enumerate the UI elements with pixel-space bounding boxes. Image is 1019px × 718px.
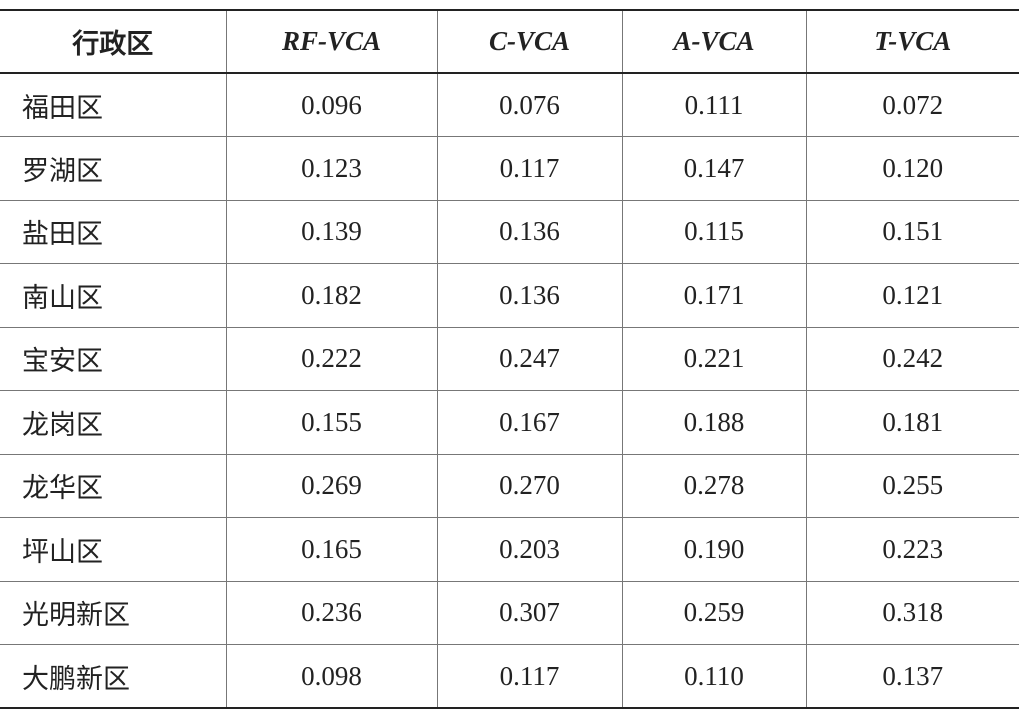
table-row: 坪山区 0.165 0.203 0.190 0.223 — [0, 517, 1019, 581]
value-cell: 0.171 — [621, 263, 806, 327]
value-cell: 0.072 — [805, 73, 1019, 137]
value-cell: 0.111 — [621, 73, 806, 137]
header-cell: 行政区 — [72, 29, 154, 59]
value-cell: 0.137 — [805, 644, 1019, 708]
district-cell: 龙华区 — [22, 473, 103, 504]
district-cell: 盐田区 — [22, 219, 103, 250]
value-cell: 0.255 — [805, 454, 1019, 518]
value-cell: 0.155 — [225, 390, 437, 454]
value-cell: 0.147 — [621, 136, 806, 200]
district-cell: 福田区 — [22, 92, 103, 123]
value-cell: 0.167 — [436, 390, 622, 454]
header-cell: A-VCA — [621, 10, 806, 73]
district-cell: 大鹏新区 — [22, 663, 130, 694]
table-row: 龙华区 0.269 0.270 0.278 0.255 — [0, 454, 1019, 518]
value-cell: 0.188 — [621, 390, 806, 454]
value-cell: 0.190 — [621, 517, 806, 581]
value-cell: 0.151 — [805, 200, 1019, 264]
value-cell: 0.236 — [225, 581, 437, 645]
value-cell: 0.076 — [436, 73, 622, 137]
value-cell: 0.136 — [436, 200, 622, 264]
value-cell: 0.270 — [436, 454, 622, 518]
district-cell: 南山区 — [22, 282, 103, 313]
value-cell: 0.181 — [805, 390, 1019, 454]
table-row: 大鹏新区 0.098 0.117 0.110 0.137 — [0, 644, 1019, 708]
value-cell: 0.221 — [621, 327, 806, 391]
value-cell: 0.318 — [805, 581, 1019, 645]
table-row: 罗湖区 0.123 0.117 0.147 0.120 — [0, 136, 1019, 200]
header-cell: T-VCA — [805, 10, 1019, 73]
value-cell: 0.096 — [225, 73, 437, 137]
header-cell: RF-VCA — [225, 10, 437, 73]
table-row: 光明新区 0.236 0.307 0.259 0.318 — [0, 581, 1019, 645]
table-row: 福田区 0.096 0.076 0.111 0.072 — [0, 73, 1019, 137]
value-cell: 0.136 — [436, 263, 622, 327]
header-cell: C-VCA — [436, 10, 622, 73]
value-cell: 0.222 — [225, 327, 437, 391]
table-row: 南山区 0.182 0.136 0.171 0.121 — [0, 263, 1019, 327]
value-cell: 0.123 — [225, 136, 437, 200]
value-cell: 0.203 — [436, 517, 622, 581]
value-cell: 0.242 — [805, 327, 1019, 391]
district-cell: 龙岗区 — [22, 409, 103, 440]
value-cell: 0.117 — [436, 644, 622, 708]
value-cell: 0.120 — [805, 136, 1019, 200]
table-header: 行政区 RF-VCA C-VCA A-VCA T-VCA — [0, 10, 1019, 73]
value-cell: 0.139 — [225, 200, 437, 264]
value-cell: 0.098 — [225, 644, 437, 708]
value-cell: 0.247 — [436, 327, 622, 391]
table-row: 龙岗区 0.155 0.167 0.188 0.181 — [0, 390, 1019, 454]
value-cell: 0.165 — [225, 517, 437, 581]
district-cell: 坪山区 — [22, 536, 103, 567]
header-row: 行政区 RF-VCA C-VCA A-VCA T-VCA — [0, 10, 1019, 73]
value-cell: 0.269 — [225, 454, 437, 518]
value-cell: 0.121 — [805, 263, 1019, 327]
district-cell: 罗湖区 — [22, 155, 103, 186]
table-row: 宝安区 0.222 0.247 0.221 0.242 — [0, 327, 1019, 391]
value-cell: 0.115 — [621, 200, 806, 264]
value-cell: 0.117 — [436, 136, 622, 200]
district-cell: 光明新区 — [22, 600, 130, 631]
value-cell: 0.223 — [805, 517, 1019, 581]
value-cell: 0.278 — [621, 454, 806, 518]
value-cell: 0.307 — [436, 581, 622, 645]
value-cell: 0.259 — [621, 581, 806, 645]
table-row: 盐田区 0.139 0.136 0.115 0.151 — [0, 200, 1019, 264]
district-cell: 宝安区 — [22, 346, 103, 377]
value-cell: 0.110 — [621, 644, 806, 708]
data-table: 行政区 RF-VCA C-VCA A-VCA T-VCA 福田区 0.096 0.076 0.… — [0, 9, 1019, 709]
table-body: 福田区 0.096 0.076 0.111 0.072 罗湖区 0.123 0.117 0.14… — [0, 73, 1019, 708]
value-cell: 0.182 — [225, 263, 437, 327]
